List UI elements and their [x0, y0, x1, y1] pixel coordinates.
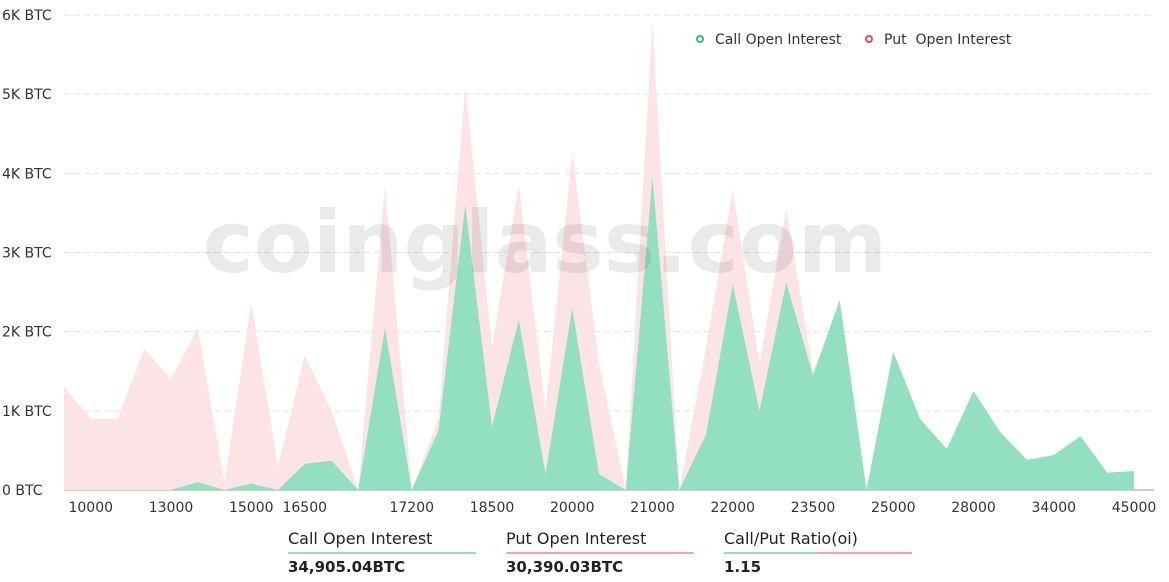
y-tick-label: 4K BTC — [2, 166, 52, 182]
summary-value: 34,905.04BTC — [288, 558, 405, 576]
x-tick-label: 21000 — [630, 500, 675, 516]
x-tick-label: 23500 — [791, 500, 836, 516]
summary-label: Call/Put Ratio(oi) — [724, 529, 858, 548]
x-tick-label: 16500 — [282, 500, 327, 516]
watermark: coinglass.com — [203, 193, 888, 293]
summary-label: Put Open Interest — [506, 529, 646, 548]
x-tick-label: 45000 — [1112, 500, 1157, 516]
x-tick-label: 22000 — [710, 500, 755, 516]
y-tick-label: 0 BTC — [2, 483, 43, 499]
x-tick-label: 13000 — [149, 500, 194, 516]
legend-label: Put Open Interest — [884, 32, 1012, 48]
x-tick-label: 10000 — [68, 500, 113, 516]
x-tick-label: 25000 — [871, 500, 916, 516]
area — [64, 22, 1134, 491]
summary-value: 30,390.03BTC — [506, 558, 623, 576]
x-tick-label: 18500 — [470, 500, 515, 516]
y-tick-label: 6K BTC — [2, 8, 52, 24]
x-tick-label: 20000 — [550, 500, 595, 516]
y-tick-label: 2K BTC — [2, 325, 52, 341]
y-tick-label: 3K BTC — [2, 246, 52, 262]
x-tick-label: 34000 — [1031, 500, 1076, 516]
legend-label: Call Open Interest — [715, 32, 842, 48]
x-tick-label: 15000 — [229, 500, 274, 516]
legend-marker — [696, 35, 704, 43]
x-tick-label: 17200 — [389, 500, 434, 516]
x-tick-label: 28000 — [951, 500, 996, 516]
y-tick-label: 5K BTC — [2, 87, 52, 103]
summary-value: 1.15 — [724, 558, 761, 576]
legend-marker — [865, 35, 873, 43]
y-tick-label: 1K BTC — [2, 404, 52, 420]
summary-label: Call Open Interest — [288, 529, 432, 548]
